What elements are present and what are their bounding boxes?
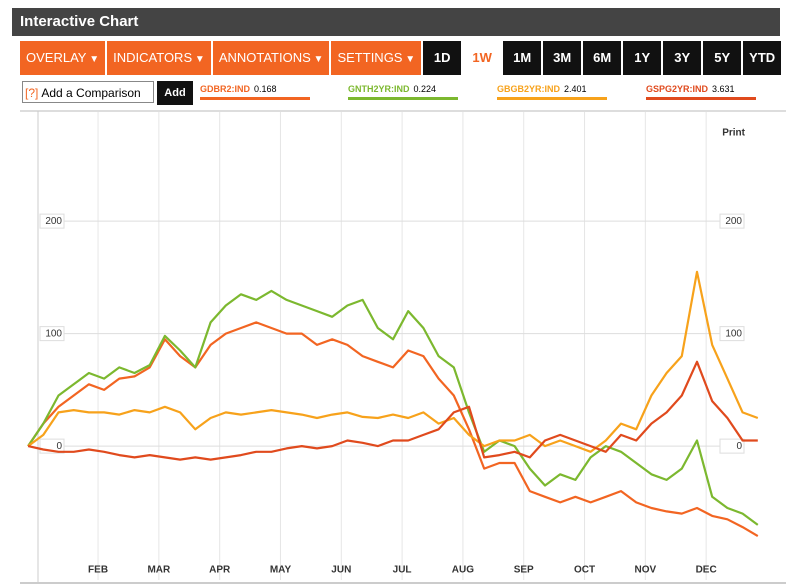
x-tick-label: MAR	[147, 565, 171, 576]
legend-value: 0.168	[254, 84, 277, 94]
x-tick-label: AUG	[452, 565, 474, 576]
menu-button[interactable]: INDICATORS	[107, 41, 211, 75]
range-button[interactable]: 1Y	[623, 41, 662, 75]
x-tick-label: MAY	[270, 565, 292, 576]
x-tick-label: APR	[209, 565, 231, 576]
series-line	[27, 289, 759, 526]
legend-item: GSPG2YR:IND 3.631	[646, 84, 756, 100]
y-tick-label: 0	[736, 441, 742, 452]
range-button[interactable]: YTD	[743, 41, 782, 75]
header: Interactive Chart	[12, 8, 780, 36]
y-tick-label: 100	[45, 328, 62, 339]
range-button[interactable]: 1W	[463, 41, 502, 75]
range-button[interactable]: 6M	[583, 41, 622, 75]
range-button[interactable]: 1M	[503, 41, 542, 75]
series-line	[27, 360, 758, 461]
y-tick-label: 100	[725, 328, 742, 339]
legend-item: GBGB2YR:IND 2.401	[497, 84, 607, 100]
help-icon[interactable]: [?]	[25, 86, 39, 100]
menu-button[interactable]: OVERLAY	[20, 41, 106, 75]
tick-box	[719, 438, 745, 454]
y-tick-label: 200	[725, 216, 742, 227]
legend-value: 2.401	[564, 84, 587, 94]
comparison-input[interactable]: [?] Add a Comparison	[22, 81, 154, 103]
x-tick-label: OCT	[574, 565, 595, 576]
x-tick-label: DEC	[696, 565, 717, 576]
range-button[interactable]: 3M	[543, 41, 582, 75]
legend-item: GNTH2YR:IND 0.224	[348, 84, 458, 100]
y-tick-label: 200	[45, 216, 62, 227]
series-line	[27, 321, 759, 538]
menu-button[interactable]: ANNOTATIONS	[212, 41, 330, 75]
series-line	[27, 270, 759, 453]
chart: Print FEB MAR APR MAY JUN JUL AUG SEP OCT NOV DEC 0…	[20, 110, 786, 584]
toolbar: OVERLAYINDICATORSANNOTATIONSSETTINGS1D1W…	[20, 41, 782, 75]
print-link[interactable]: Print	[722, 128, 745, 139]
tick-box	[39, 326, 65, 342]
x-tick-label: JUN	[331, 565, 351, 576]
menu-button[interactable]: SETTINGS	[331, 41, 422, 75]
legend-name: GBGB2YR:IND	[497, 84, 561, 94]
legend-name: GSPG2YR:IND	[646, 84, 709, 94]
legend-value: 0.224	[413, 84, 437, 94]
tick-box	[719, 213, 745, 229]
x-tick-label: JUL	[393, 565, 412, 576]
range-button[interactable]: 3Y	[663, 41, 702, 75]
legend-name: GNTH2YR:IND	[348, 84, 410, 94]
y-tick-label: 0	[56, 441, 62, 452]
legend-item: GDBR2:IND 0.168	[200, 84, 310, 100]
range-button[interactable]: 1D	[423, 41, 462, 75]
legend-name: GDBR2:IND	[200, 84, 251, 94]
range-button[interactable]: 5Y	[703, 41, 742, 75]
x-tick-label: NOV	[635, 565, 657, 576]
x-tick-label: FEB	[88, 565, 108, 576]
x-tick-label: SEP	[514, 565, 534, 576]
placeholder: Add a Comparison	[41, 86, 141, 100]
legend-value: 3.631	[712, 84, 735, 94]
tick-box	[39, 213, 65, 229]
add-button[interactable]: Add	[157, 81, 193, 105]
tick-box	[719, 326, 745, 342]
